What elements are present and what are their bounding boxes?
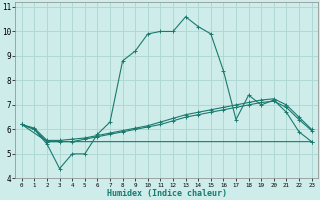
X-axis label: Humidex (Indice chaleur): Humidex (Indice chaleur) — [107, 189, 227, 198]
